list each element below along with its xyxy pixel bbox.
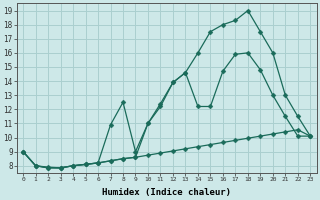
X-axis label: Humidex (Indice chaleur): Humidex (Indice chaleur) [102, 188, 231, 197]
